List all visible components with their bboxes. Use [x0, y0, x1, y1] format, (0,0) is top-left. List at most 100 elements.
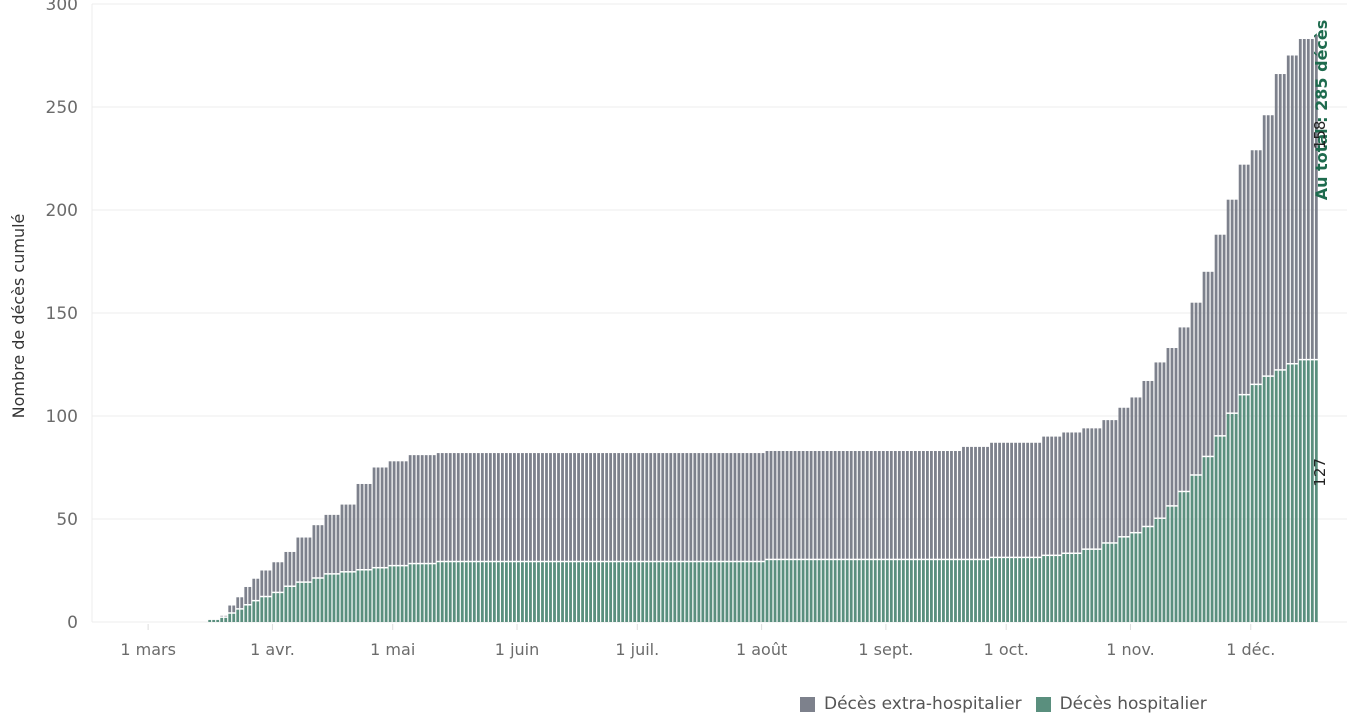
bar-hospital-2020-11-15 [1186, 492, 1190, 622]
bar-hospital-2020-08-28 [869, 560, 873, 622]
bar-extra-hospital-2020-09-24 [978, 446, 981, 559]
bar-hospital-2020-12-14 [1302, 360, 1306, 622]
bar-hospital-2020-06-08 [545, 562, 548, 622]
bar-hospital-2020-10-16 [1066, 554, 1070, 622]
bar-extra-hospital-2020-11-13 [1178, 327, 1182, 491]
bar-extra-hospital-2020-06-01 [517, 453, 520, 561]
bar-hospital-2020-05-20 [468, 562, 472, 622]
bar-hospital-2020-06-14 [569, 562, 572, 622]
bar-extra-hospital-2020-11-26 [1230, 199, 1234, 413]
bar-hospital-2020-06-25 [613, 562, 617, 622]
bar-extra-hospital-2020-05-26 [492, 453, 496, 561]
bar-hospital-2020-07-25 [733, 562, 737, 622]
bar-extra-hospital-2020-08-02 [765, 451, 769, 559]
bar-extra-hospital-2020-10-01 [1006, 442, 1009, 557]
bar-hospital-2020-11-12 [1174, 506, 1178, 622]
bar-hospital-2020-12-08 [1278, 370, 1282, 622]
bar-hospital-2020-05-16 [452, 562, 456, 622]
x-axis: 1 mars 1 avr. 1 mai 1 juin 1 juil. 1 août 1 se… [120, 624, 1275, 659]
bar-extra-hospital-2020-10-25 [1102, 420, 1106, 543]
bar-hospital-2020-08-15 [817, 560, 821, 622]
bar-extra-hospital-2020-11-20 [1206, 271, 1210, 456]
bar-hospital-2020-08-01 [761, 562, 765, 622]
bar-hospital-2020-09-07 [909, 560, 913, 622]
bar-hospital-2020-03-17 [212, 619, 216, 622]
bar-hospital-2020-05-27 [496, 562, 500, 622]
bar-hospital-2020-04-17 [336, 574, 340, 622]
bar-hospital-2020-08-25 [857, 560, 861, 622]
bar-extra-hospital-2020-10-31 [1126, 407, 1130, 537]
bar-extra-hospital-2020-06-27 [621, 453, 625, 561]
bar-hospital-2020-10-05 [1022, 558, 1026, 622]
bar-extra-hospital-2020-11-10 [1166, 348, 1170, 506]
y-axis: 0 50 100 150 200 250 300 [46, 0, 93, 633]
bar-extra-hospital-2020-10-17 [1070, 432, 1074, 553]
bar-hospital-2020-10-24 [1098, 549, 1102, 622]
bar-extra-hospital-2020-05-14 [444, 453, 448, 561]
bar-extra-hospital-2020-03-28 [256, 578, 260, 600]
bar-hospital-2020-04-22 [356, 570, 360, 622]
bar-extra-hospital-2020-05-15 [448, 453, 452, 561]
bar-hospital-2020-12-10 [1286, 364, 1290, 622]
bar-hospital-2020-08-22 [845, 560, 849, 622]
bar-hospital-2020-06-10 [553, 562, 556, 622]
bar-hospital-2020-05-05 [408, 564, 412, 622]
bar-extra-hospital-2020-08-19 [833, 451, 837, 559]
bar-extra-hospital-2020-03-19 [220, 615, 224, 617]
bar-extra-hospital-2020-09-19 [958, 451, 961, 559]
bar-extra-hospital-2020-10-26 [1106, 420, 1110, 543]
bar-extra-hospital-2020-05-06 [412, 455, 416, 563]
bar-extra-hospital-2020-05-01 [392, 461, 396, 565]
bar-extra-hospital-2020-09-11 [925, 451, 929, 559]
bar-hospital-2020-11-23 [1218, 436, 1222, 622]
bar-extra-hospital-2020-05-13 [440, 453, 444, 561]
bar-hospital-2020-08-27 [865, 560, 869, 622]
bar-hospital-2020-11-05 [1146, 527, 1150, 622]
bar-hospital-2020-04-02 [276, 593, 280, 622]
bar-hospital-2020-09-17 [950, 560, 953, 622]
bar-extra-hospital-2020-12-16 [1310, 39, 1314, 359]
bar-extra-hospital-2020-11-15 [1186, 327, 1190, 491]
bar-extra-hospital-2020-04-22 [356, 483, 360, 569]
bar-hospital-2020-07-03 [645, 562, 649, 622]
bar-extra-hospital-2020-11-03 [1138, 397, 1142, 532]
bar-hospital-2020-11-03 [1138, 533, 1142, 622]
y-tick-label-50: 50 [56, 510, 78, 530]
bar-extra-hospital-2020-10-09 [1038, 442, 1042, 557]
end-label-hospital: 127 [1311, 458, 1329, 487]
bar-hospital-2020-06-16 [577, 562, 580, 622]
bar-hospital-2020-06-04 [529, 562, 532, 622]
bar-extra-hospital-2020-09-21 [966, 446, 969, 559]
bar-extra-hospital-2020-09-28 [994, 442, 997, 557]
x-tick-label-2020-09-01: 1 sept. [858, 640, 913, 659]
bar-hospital-2020-04-27 [376, 568, 380, 622]
bar-extra-hospital-2020-07-18 [705, 453, 709, 561]
bar-extra-hospital-2020-05-16 [452, 453, 456, 561]
bar-extra-hospital-2020-09-23 [974, 446, 977, 559]
bar-hospital-2020-08-26 [861, 560, 865, 622]
bar-hospital-2020-12-09 [1282, 370, 1286, 622]
bar-extra-hospital-2020-06-30 [633, 453, 637, 561]
bar-hospital-2020-09-05 [901, 560, 905, 622]
bar-extra-hospital-2020-03-26 [248, 586, 252, 605]
bar-extra-hospital-2020-09-15 [942, 451, 945, 559]
bar-hospital-2020-08-19 [833, 560, 837, 622]
bar-extra-hospital-2020-08-13 [809, 451, 813, 559]
bar-hospital-2020-05-11 [432, 564, 436, 622]
bar-extra-hospital-2020-05-19 [464, 453, 468, 561]
bar-hospital-2020-04-05 [288, 586, 292, 622]
bar-hospital-2020-10-26 [1106, 543, 1110, 622]
bar-hospital-2020-04-26 [372, 568, 376, 622]
bar-extra-hospital-2020-08-05 [777, 451, 781, 559]
bar-hospital-2020-12-03 [1258, 385, 1262, 622]
bar-extra-hospital-2020-03-31 [268, 570, 272, 596]
bar-extra-hospital-2020-12-03 [1258, 150, 1262, 384]
bar-hospital-2020-05-30 [508, 562, 512, 622]
bar-extra-hospital-2020-04-23 [360, 483, 364, 569]
bar-extra-hospital-2020-08-18 [829, 451, 833, 559]
bar-extra-hospital-2020-06-05 [533, 453, 536, 561]
bar-extra-hospital-2020-10-03 [1014, 442, 1018, 557]
bar-extra-hospital-2020-05-30 [508, 453, 512, 561]
bar-hospital-2020-12-06 [1270, 376, 1274, 622]
bar-extra-hospital-2020-08-25 [857, 451, 861, 559]
